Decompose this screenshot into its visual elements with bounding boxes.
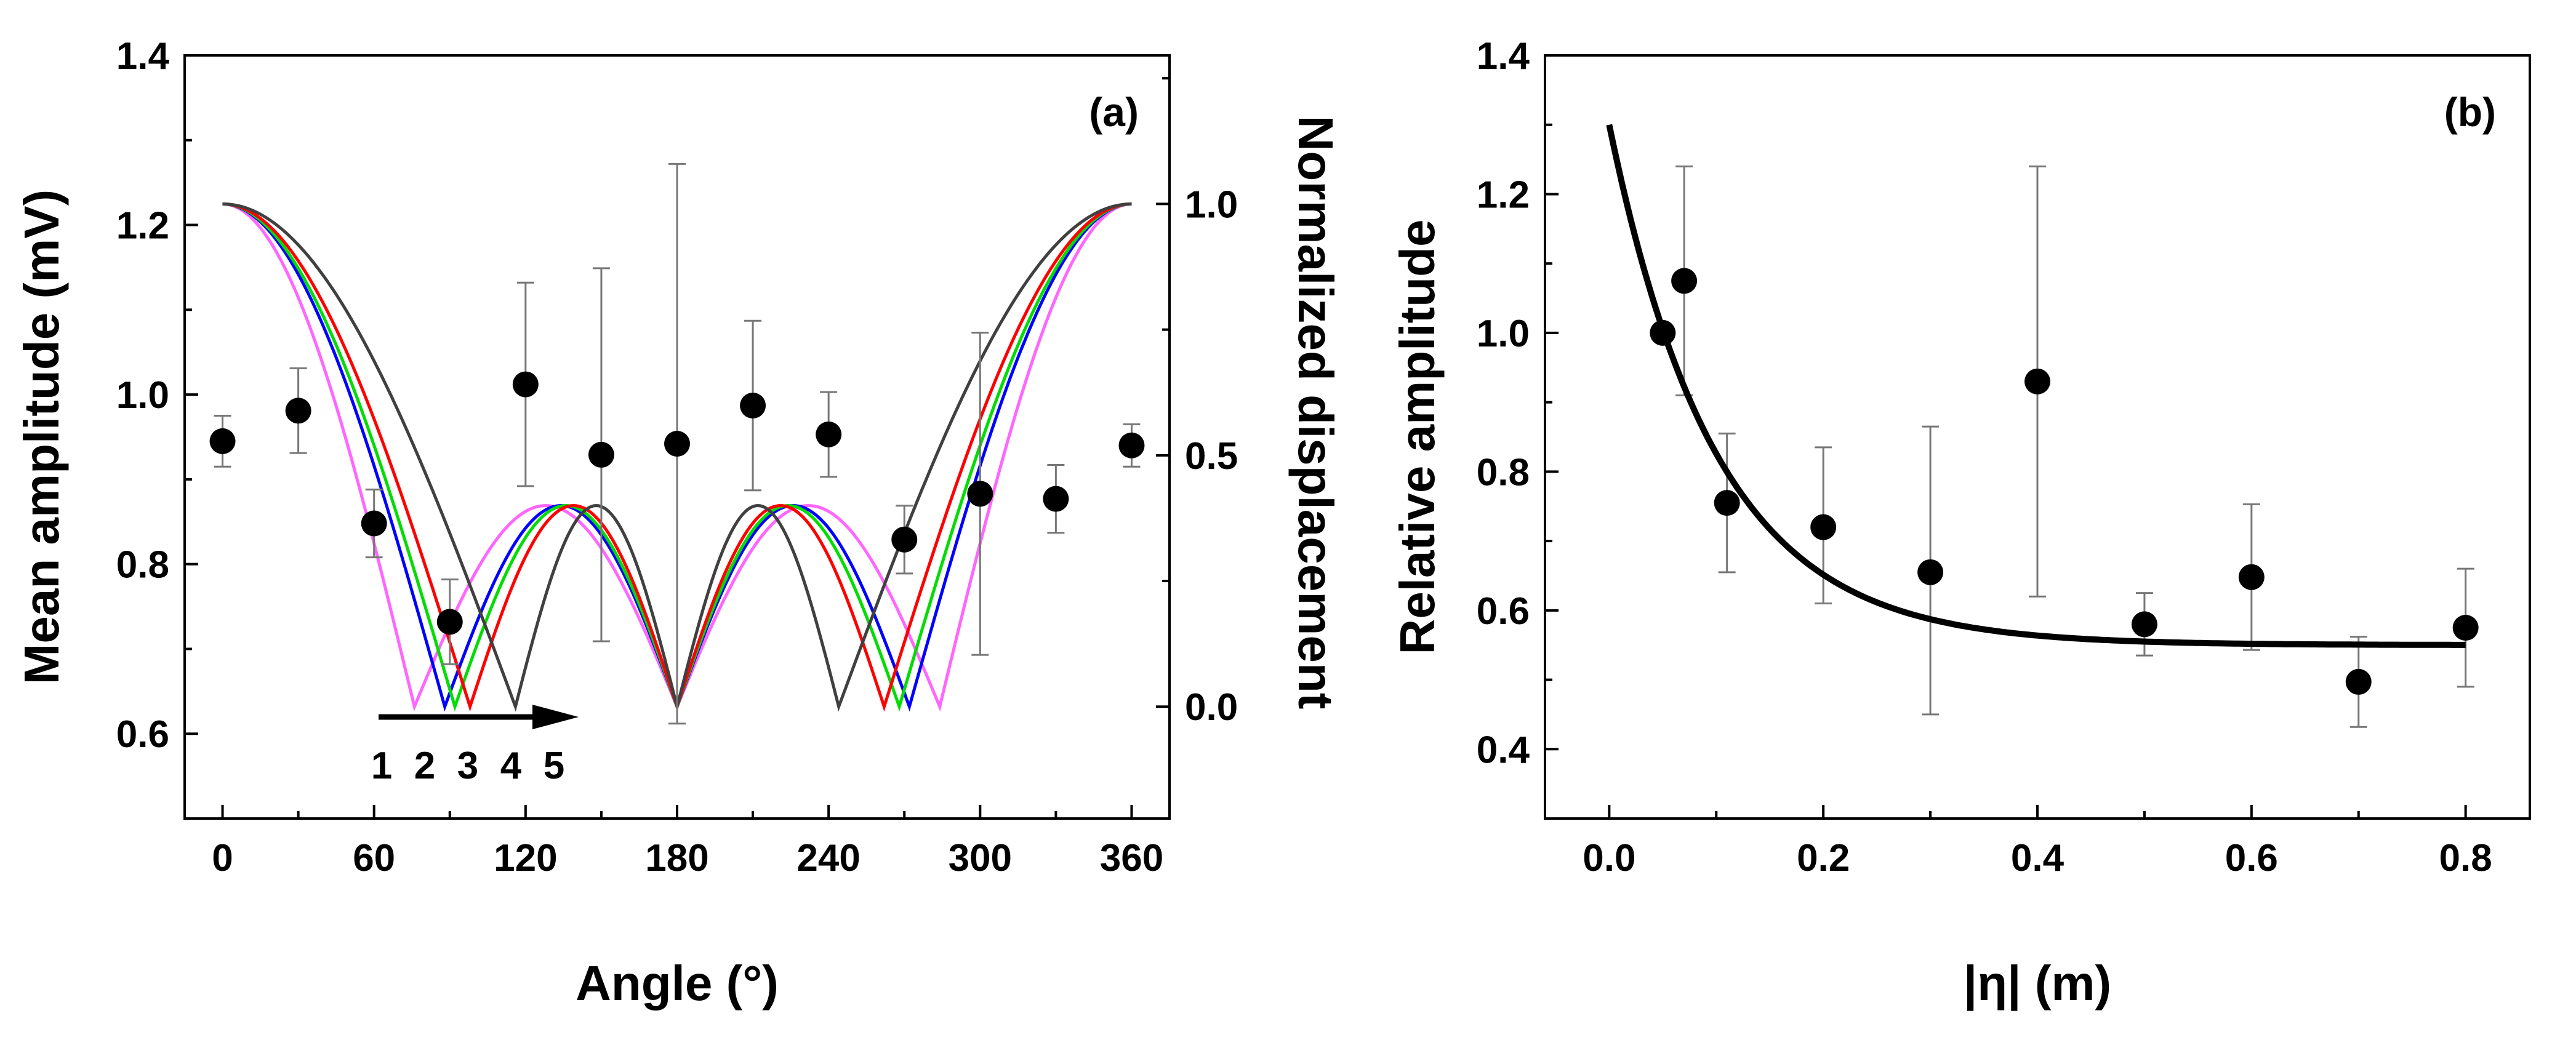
a-x-tick-label: 60 bbox=[353, 837, 395, 879]
a-y-tick-label: 1.2 bbox=[116, 205, 169, 247]
a-data-point bbox=[891, 526, 918, 553]
a-data-point bbox=[1043, 486, 1069, 512]
a-data-point bbox=[816, 421, 842, 447]
b-y-axis-title: Relative amplitude bbox=[1390, 220, 1445, 655]
b-data-point bbox=[2238, 564, 2265, 590]
a-y2-ticks: 0.0 0.5 1.0 bbox=[1156, 77, 1238, 729]
b-data-points bbox=[1650, 268, 2479, 695]
a-panel-label: (a) bbox=[1089, 89, 1139, 135]
a-sequence-label: 3 bbox=[457, 745, 478, 787]
b-panel-label: (b) bbox=[2444, 89, 2496, 135]
b-y-ticks: 0.4 0.6 0.8 1.0 1.2 1.4 bbox=[1477, 35, 1559, 820]
b-y-tick-label: 0.4 bbox=[1477, 729, 1530, 771]
a-x-tick-label: 360 bbox=[1100, 837, 1163, 879]
a-y-ticks: 0.6 0.8 1.0 1.2 1.4 bbox=[116, 35, 198, 820]
b-x-tick-label: 0.4 bbox=[2011, 837, 2064, 879]
b-data-point bbox=[2452, 615, 2479, 641]
a-y2-axis-title: Normalized displacement bbox=[1288, 116, 1343, 710]
a-data-point bbox=[740, 393, 766, 419]
b-y-tick-label: 0.6 bbox=[1477, 590, 1530, 633]
panel-a-chart: 0 60 120 180 240 300 360 0.60.81.01.21.4 0.00.… bbox=[14, 35, 1343, 1011]
a-sequence-labels: 1 2 3 4 5 bbox=[371, 745, 564, 787]
b-y-tick-label: 0.8 bbox=[1477, 451, 1530, 494]
a-data-point bbox=[285, 398, 311, 424]
a-y-tick-label: 0.6 bbox=[116, 713, 169, 756]
a-x-tick-label: 300 bbox=[949, 837, 1012, 879]
a-x-tick-label: 180 bbox=[645, 837, 708, 879]
b-data-point bbox=[1714, 490, 1740, 516]
b-data-point bbox=[2345, 668, 2372, 695]
a-y2-tick-label: 0.5 bbox=[1185, 435, 1238, 478]
a-data-point bbox=[209, 428, 236, 454]
a-y-tick-label: 1.4 bbox=[116, 35, 170, 78]
b-x-tick-label: 0.8 bbox=[2439, 837, 2492, 879]
b-fit-curve bbox=[1606, 124, 2466, 648]
a-data-point bbox=[512, 371, 539, 398]
a-y2-tick-label: 0.0 bbox=[1185, 686, 1238, 729]
a-sequence-arrow-head bbox=[532, 705, 579, 729]
a-data-point bbox=[967, 481, 993, 507]
b-data-point bbox=[2024, 368, 2050, 394]
a-sequence-label: 4 bbox=[500, 745, 522, 787]
a-data-point bbox=[1118, 432, 1145, 458]
a-x-tick-label: 120 bbox=[494, 837, 557, 879]
b-data-point bbox=[1810, 514, 1837, 540]
a-y-tick-label: 0.8 bbox=[116, 544, 169, 587]
a-data-points bbox=[209, 371, 1145, 635]
a-sequence-label: 5 bbox=[544, 745, 564, 787]
a-data-point bbox=[436, 609, 463, 635]
a-sequence-label: 1 bbox=[371, 745, 392, 787]
b-data-point bbox=[1671, 268, 1698, 294]
b-x-tick-label: 0.0 bbox=[1583, 837, 1635, 879]
a-x-tick-label: 240 bbox=[796, 837, 860, 879]
a-sequence-label: 2 bbox=[414, 745, 435, 787]
a-data-point bbox=[664, 431, 690, 457]
b-y-tick-label: 1.2 bbox=[1477, 174, 1530, 216]
b-x-tick-label: 0.2 bbox=[1797, 837, 1850, 879]
a-y-axis-title: Mean amplitude (mV) bbox=[14, 190, 69, 685]
a-x-tick-label: 0 bbox=[212, 837, 233, 879]
b-x-ticks: 0.0 0.2 0.4 0.6 0.8 bbox=[1583, 805, 2492, 879]
a-data-point bbox=[361, 510, 387, 537]
a-x-axis-title: Angle (°) bbox=[576, 956, 779, 1011]
b-data-point bbox=[1917, 559, 1944, 585]
a-x-ticks: 0 60 120 180 240 300 360 bbox=[212, 805, 1163, 879]
b-y-tick-label: 1.0 bbox=[1477, 313, 1530, 355]
b-data-point bbox=[2131, 611, 2157, 638]
b-x-tick-label: 0.6 bbox=[2225, 837, 2278, 879]
a-y-tick-label: 1.0 bbox=[116, 374, 169, 417]
a-y2-tick-label: 1.0 bbox=[1185, 183, 1238, 226]
a-data-point bbox=[588, 441, 614, 468]
b-x-axis-title: |η| (m) bbox=[1964, 956, 2111, 1011]
b-y-tick-label: 1.4 bbox=[1477, 35, 1530, 78]
b-data-point bbox=[1650, 319, 1676, 346]
panel-b-chart: 0.0 0.2 0.4 0.6 0.8 0.4 0.6 0.8 1.0 1.2 1.4 (b) |… bbox=[1390, 35, 2531, 1011]
